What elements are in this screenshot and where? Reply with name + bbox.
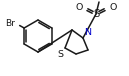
Text: O: O	[109, 3, 116, 12]
Text: S: S	[57, 50, 63, 59]
Text: O: O	[76, 3, 83, 12]
Text: Br: Br	[5, 19, 15, 28]
Text: S: S	[93, 9, 99, 19]
Text: N: N	[84, 28, 91, 37]
